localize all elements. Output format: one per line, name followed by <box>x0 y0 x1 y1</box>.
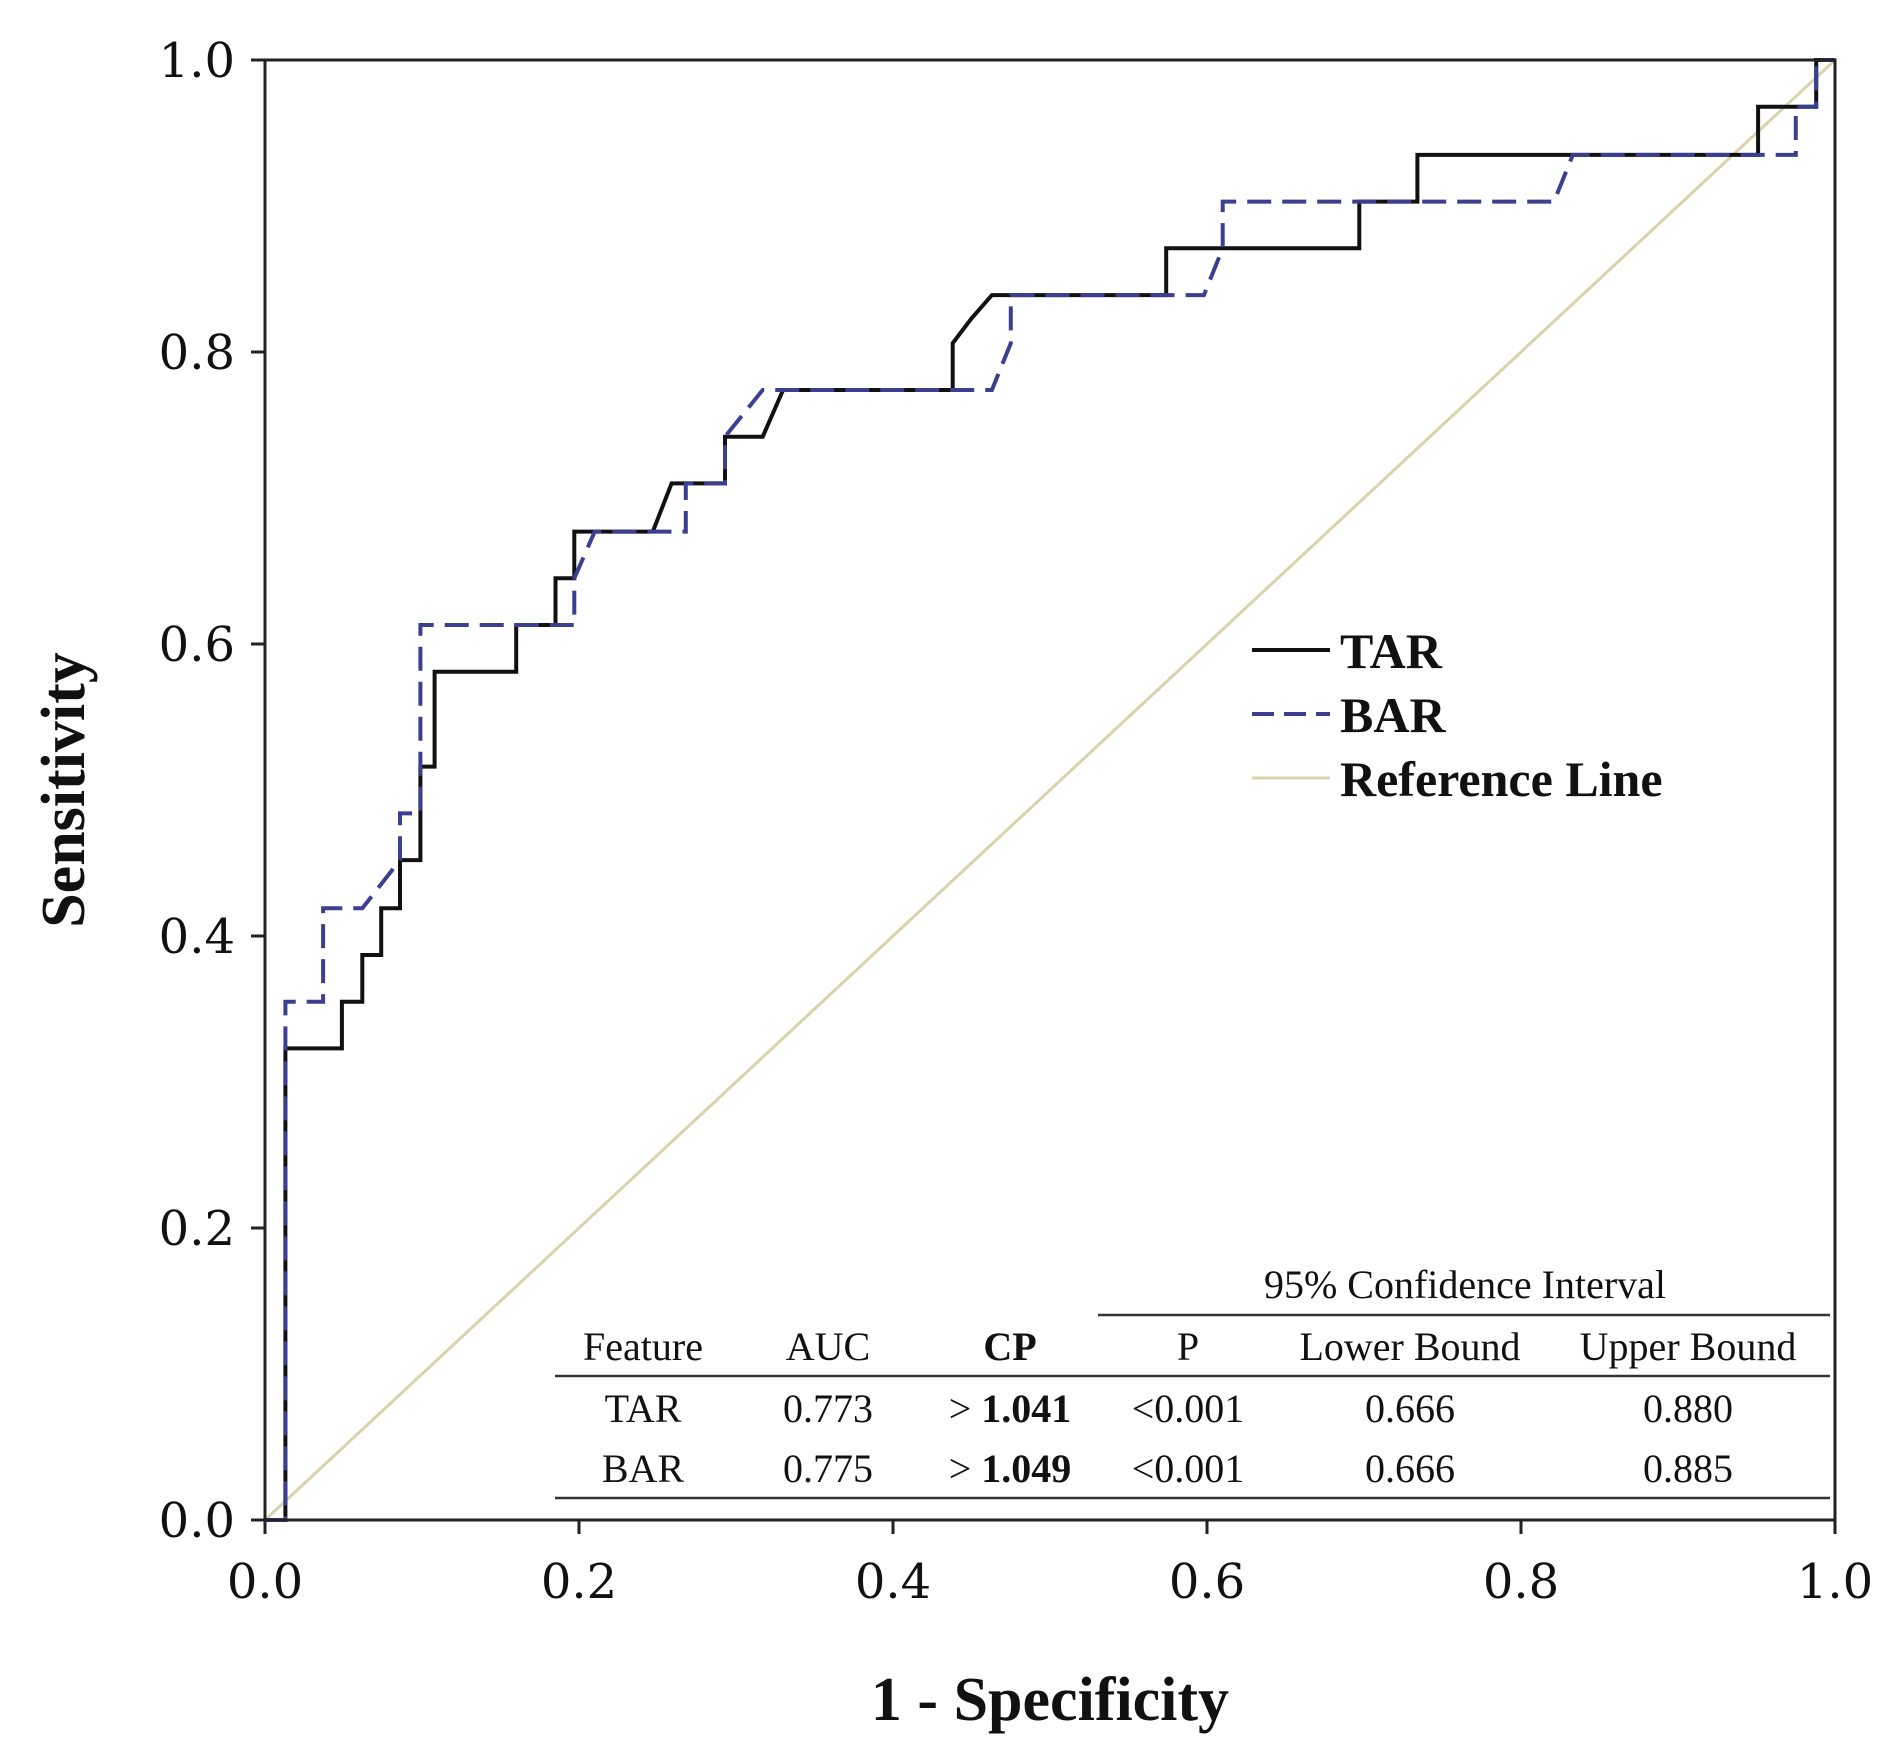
x-tick-label: 0.6 <box>1169 1554 1245 1610</box>
table-cell-upper: 0.885 <box>1643 1446 1733 1491</box>
table-row: TAR 0.773 > 1.041 <0.001 0.666 0.880 <box>605 1386 1733 1431</box>
table-cell-cp-prefix: > <box>949 1446 972 1491</box>
table-cell-feature: TAR <box>605 1386 682 1431</box>
y-tick-label: 0.4 <box>159 909 235 965</box>
table-cell-cp-prefix: > <box>949 1386 972 1431</box>
table-cell-auc: 0.773 <box>783 1386 873 1431</box>
x-tick-label: 0.0 <box>227 1554 303 1610</box>
table-header-cp: CP <box>983 1324 1036 1369</box>
table-cell-lower: 0.666 <box>1365 1386 1455 1431</box>
series-bar <box>265 58 1835 1522</box>
x-tick-label: 0.4 <box>855 1554 931 1610</box>
y-tick-label: 0.0 <box>159 1493 235 1549</box>
table-header-feature: Feature <box>583 1324 703 1369</box>
table-cell-cp-value: 1.049 <box>981 1446 1071 1491</box>
table-row: BAR 0.775 > 1.049 <0.001 0.666 0.885 <box>602 1446 1733 1491</box>
table-cell-feature: BAR <box>602 1446 685 1491</box>
y-axis-title: Sensitivity <box>30 652 98 928</box>
series-reference-line <box>263 58 1837 1522</box>
plot-area-frame <box>263 58 1837 1522</box>
legend: TAR BAR Reference Line <box>1252 623 1663 807</box>
table-cell-p: <0.001 <box>1132 1386 1245 1431</box>
stats-table: 95% Confidence Interval Feature AUC CP P… <box>555 1262 1830 1500</box>
y-tick-label: 0.8 <box>159 325 235 381</box>
table-header-auc: AUC <box>786 1324 870 1369</box>
legend-label-bar: BAR <box>1340 687 1446 743</box>
table-cell-cp: > 1.041 <box>949 1386 1072 1431</box>
table-cell-upper: 0.880 <box>1643 1386 1733 1431</box>
table-cell-auc: 0.775 <box>783 1446 873 1491</box>
axis-layer: 0.0 0.2 0.4 0.6 0.8 1.0 0.0 0.2 0.4 0.6 0.8 1.0 <box>159 33 1874 1610</box>
x-tick-label: 0.8 <box>1483 1554 1559 1610</box>
x-tick-label: 1.0 <box>1797 1554 1873 1610</box>
y-tick-label: 0.6 <box>159 617 235 673</box>
table-cell-p: <0.001 <box>1132 1446 1245 1491</box>
series-layer <box>263 58 1837 1522</box>
x-tick-label: 0.2 <box>541 1554 617 1610</box>
legend-label-tar: TAR <box>1340 623 1443 679</box>
table-header-lower-bound: Lower Bound <box>1299 1324 1520 1369</box>
x-axis-title: 1 - Specificity <box>871 1666 1229 1734</box>
table-header-upper-bound: Upper Bound <box>1580 1324 1797 1369</box>
y-tick-label: 1.0 <box>159 33 235 89</box>
table-group-header: 95% Confidence Interval <box>1264 1262 1666 1307</box>
table-cell-cp: > 1.049 <box>949 1446 1072 1491</box>
y-tick-label: 0.2 <box>159 1201 235 1257</box>
legend-label-reference: Reference Line <box>1340 751 1663 807</box>
table-cell-cp-value: 1.041 <box>981 1386 1071 1431</box>
table-header-p: P <box>1177 1324 1199 1369</box>
table-cell-lower: 0.666 <box>1365 1446 1455 1491</box>
